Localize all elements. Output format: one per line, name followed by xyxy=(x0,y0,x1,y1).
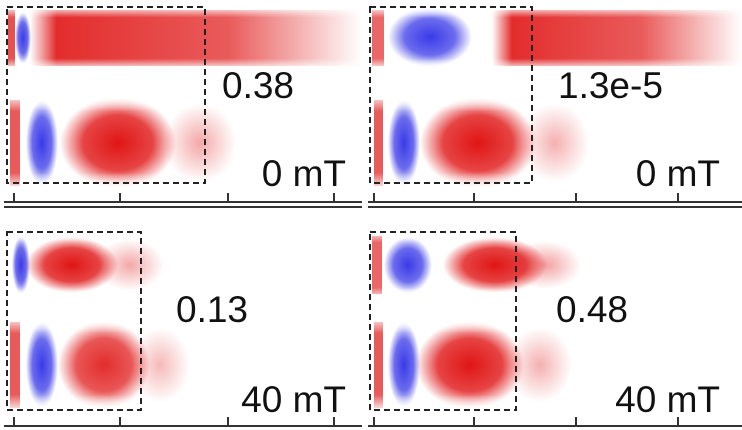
field-label: 0 mT xyxy=(636,153,720,194)
panel-value: 0.38 xyxy=(222,65,294,106)
panel-top-left: 0.38 0 mT xyxy=(6,6,363,194)
dashed-box xyxy=(369,231,517,411)
dashed-box xyxy=(6,6,206,184)
panel-bottom-right: 0.48 40 mT xyxy=(369,230,720,420)
axes xyxy=(4,193,742,427)
panel-value: 0.48 xyxy=(556,289,628,330)
panel-bottom-left: 0.13 40 mT xyxy=(6,230,346,420)
dashed-box xyxy=(369,6,533,184)
dashed-box xyxy=(6,231,142,411)
field-label: 40 mT xyxy=(615,379,720,420)
panel-value: 1.3e-5 xyxy=(558,65,663,106)
panel-value: 0.13 xyxy=(176,289,248,330)
field-label: 0 mT xyxy=(262,153,346,194)
field-label: 40 mT xyxy=(241,379,346,420)
panel-top-right: 1.3e-5 0 mT xyxy=(369,6,742,194)
